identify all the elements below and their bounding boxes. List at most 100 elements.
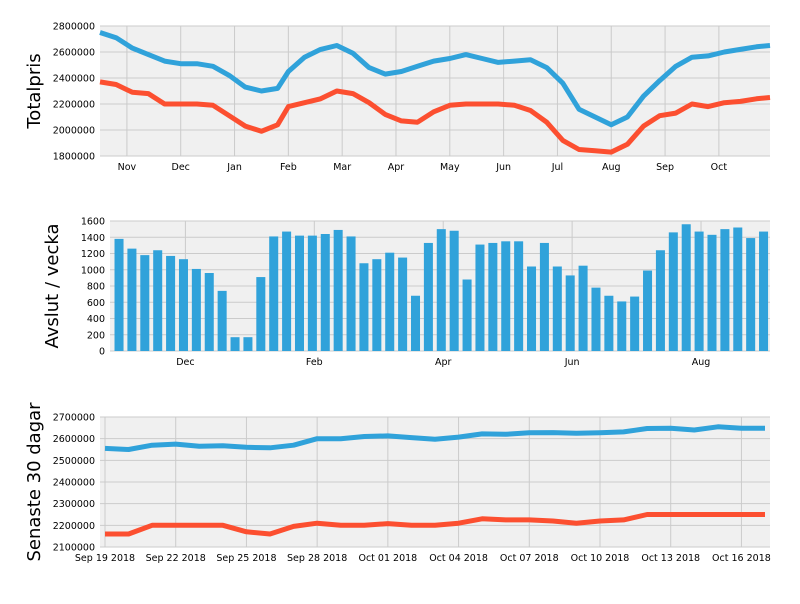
y-tick-label: 2400000 [53, 74, 95, 85]
bar [385, 252, 395, 351]
x-tick-label: May [440, 162, 460, 173]
bar [140, 255, 150, 351]
y-tick-label: 400 [87, 314, 105, 325]
x-tick-label: Oct 04 2018 [429, 553, 488, 564]
bar [488, 242, 498, 351]
bar [204, 273, 214, 351]
bar [346, 236, 356, 351]
bar [256, 277, 266, 351]
panel-3: 2100000 2200000 2300000 2400000 2500000 26000… [24, 402, 771, 564]
x-tick-label: Aug [602, 162, 621, 173]
bar [449, 230, 459, 351]
bar [462, 279, 472, 351]
bar [191, 268, 201, 351]
bar [617, 301, 627, 351]
x-tick-label: Dec [176, 357, 194, 368]
x-tick-label: Oct 01 2018 [358, 553, 417, 564]
bar [565, 275, 575, 351]
plot-area [100, 26, 770, 156]
y-tick-label: 2200000 [53, 521, 95, 532]
bar [501, 241, 511, 351]
y-tick-label: 1600 [81, 217, 105, 228]
y-tick-label: 2000000 [53, 126, 95, 137]
bar [166, 255, 176, 351]
y-axis-label: Totalpris [24, 53, 45, 129]
y-tick-label: 600 [87, 298, 105, 309]
y-tick-label: 0 [99, 347, 105, 358]
bar [707, 234, 717, 351]
bar [114, 238, 124, 351]
bar [720, 229, 730, 351]
x-tick-label: Sep [656, 162, 674, 173]
x-tick-label: Sep 28 2018 [287, 553, 347, 564]
series-line-red [105, 512, 765, 537]
y-axis-label: Avslut / vecka [42, 223, 63, 348]
bar [294, 235, 305, 351]
bar [372, 259, 382, 351]
panel-2: 0 200 400 600 800 1000 1200 1400 1600 Avslut / ve… [42, 217, 770, 368]
bar [178, 259, 188, 351]
y-tick-label: 200 [87, 330, 105, 341]
bar [668, 232, 678, 351]
y-tick-label: 1200 [81, 249, 105, 260]
x-tick-label: Jun [564, 357, 580, 368]
bar [359, 263, 369, 351]
x-tick-label: Sep 19 2018 [75, 553, 135, 564]
bar [423, 242, 433, 351]
bar [604, 295, 614, 351]
bar [655, 250, 665, 351]
y-tick-label: 2600000 [53, 434, 95, 445]
x-tick-label: Oct 13 2018 [641, 553, 700, 564]
bar [282, 231, 292, 351]
bar [398, 257, 408, 351]
x-tick-label: Dec [172, 162, 190, 173]
bar [436, 229, 446, 351]
y-tick-label: 1800000 [53, 152, 95, 163]
bar [153, 250, 163, 351]
bar [591, 287, 601, 351]
bar [410, 295, 421, 351]
x-tick-label: Mar [333, 162, 351, 173]
bar [475, 244, 485, 351]
y-tick-label: 1000 [81, 265, 105, 276]
bar [733, 227, 743, 351]
x-tick-label: Apr [388, 162, 405, 173]
bar [539, 242, 549, 351]
bar [320, 234, 330, 351]
x-tick-label: Jul [551, 162, 563, 173]
bar [552, 266, 562, 351]
bar [333, 229, 343, 351]
bar [759, 231, 769, 351]
y-tick-label: 2500000 [53, 456, 95, 467]
y-tick-label: 800 [87, 282, 105, 293]
x-tick-label: Oct 10 2018 [571, 553, 630, 564]
bar [578, 265, 588, 351]
x-tick-label: Jun [495, 162, 511, 173]
y-tick-label: 2400000 [53, 478, 95, 489]
bar [127, 248, 137, 351]
y-tick-label: 2200000 [53, 100, 95, 111]
bar [527, 266, 537, 351]
y-tick-label: 2300000 [53, 499, 95, 510]
x-tick-label: Sep 22 2018 [146, 553, 206, 564]
x-tick-label: Oct [711, 162, 728, 173]
y-tick-label: 2600000 [53, 48, 95, 59]
bar [681, 224, 691, 351]
bar [217, 290, 227, 351]
x-tick-label: Aug [692, 357, 711, 368]
y-tick-label: 2700000 [53, 413, 95, 424]
x-tick-label: Oct 07 2018 [500, 553, 559, 564]
x-tick-label: Nov [118, 162, 137, 173]
panel-1: 1800000 2000000 2200000 2400000 2600000 28000… [24, 22, 771, 173]
bar [630, 296, 640, 351]
y-tick-label: 2100000 [53, 543, 95, 554]
x-tick-label: Sep 25 2018 [216, 553, 276, 564]
series-line-blue [104, 424, 765, 452]
bar [514, 241, 524, 351]
bar [643, 270, 653, 351]
series-line-blue [99, 30, 771, 128]
y-tick-label: 2800000 [53, 22, 95, 33]
bar [243, 337, 253, 351]
y-tick-label: 1400 [81, 233, 105, 244]
series-line-red [99, 79, 771, 155]
